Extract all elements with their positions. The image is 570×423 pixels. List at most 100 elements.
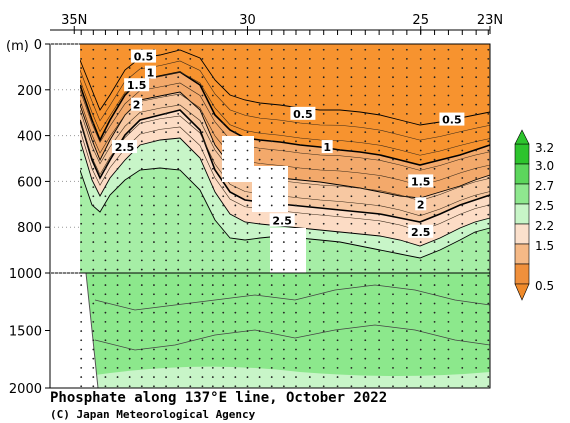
sample-point xyxy=(211,186,214,189)
sample-point xyxy=(201,222,204,225)
sample-point xyxy=(116,112,119,115)
sample-point xyxy=(433,48,436,51)
sample-point xyxy=(80,204,83,207)
sample-point xyxy=(487,177,490,179)
sample-point xyxy=(128,232,131,234)
sample-point xyxy=(461,204,464,207)
sample-point xyxy=(487,357,490,360)
sample-point xyxy=(211,149,214,152)
sample-point xyxy=(433,232,436,234)
sample-point xyxy=(128,112,131,115)
sample-point xyxy=(475,85,478,88)
sample-point xyxy=(92,339,95,342)
sample-point xyxy=(270,330,273,332)
sample-point xyxy=(258,167,261,170)
sample-point xyxy=(258,385,261,388)
sample-point xyxy=(282,48,285,51)
sample-point xyxy=(211,293,214,296)
sample-point xyxy=(153,204,155,207)
sample-point xyxy=(80,122,83,124)
sample-point xyxy=(246,330,249,332)
sample-point xyxy=(447,103,450,106)
sample-point xyxy=(487,67,490,69)
sample-point xyxy=(282,177,285,179)
sample-point xyxy=(211,348,214,351)
sample-point xyxy=(211,357,214,360)
sample-point xyxy=(165,241,167,243)
contour-label: 1 xyxy=(323,141,331,154)
contour-line xyxy=(79,167,491,259)
sample-point xyxy=(234,348,237,351)
sample-point xyxy=(201,311,204,314)
sample-point xyxy=(308,366,311,369)
sample-point xyxy=(295,76,297,79)
sample-point xyxy=(177,250,180,253)
sample-point xyxy=(392,57,394,60)
sample-point xyxy=(177,94,180,97)
sample-point xyxy=(270,259,273,262)
sample-point xyxy=(222,149,225,152)
sample-point xyxy=(92,348,95,351)
sample-point xyxy=(92,385,95,388)
sample-point xyxy=(116,158,119,161)
missing-data-patch xyxy=(270,228,306,273)
sample-point xyxy=(189,85,192,88)
sample-point xyxy=(246,259,249,262)
sample-point xyxy=(336,67,339,69)
sample-point xyxy=(246,357,249,360)
sample-point xyxy=(308,177,311,179)
sample-point xyxy=(234,268,237,271)
sample-point xyxy=(487,76,490,79)
sample-point xyxy=(475,167,478,170)
sample-point xyxy=(475,140,478,143)
sample-point xyxy=(364,131,367,134)
sample-point xyxy=(153,131,155,134)
sample-point xyxy=(211,67,214,69)
sample-point xyxy=(165,48,167,51)
sample-point xyxy=(189,112,192,115)
sample-point xyxy=(104,94,107,97)
sample-point xyxy=(295,268,297,271)
sample-point xyxy=(405,76,408,79)
sample-point xyxy=(487,320,490,323)
sample-point xyxy=(350,94,353,97)
sample-point xyxy=(419,131,422,134)
sample-point xyxy=(392,232,394,234)
sample-point xyxy=(350,274,353,277)
sample-point xyxy=(350,204,353,207)
sample-point xyxy=(295,320,297,323)
sample-point xyxy=(392,339,394,342)
sample-point xyxy=(153,293,155,296)
sample-point xyxy=(92,259,95,262)
sample-point xyxy=(475,213,478,216)
sample-point xyxy=(201,268,204,271)
sample-point xyxy=(234,177,237,179)
sample-point xyxy=(461,376,464,378)
sample-point xyxy=(419,149,422,152)
sample-point xyxy=(350,213,353,216)
sample-point xyxy=(211,320,214,323)
sample-point xyxy=(350,385,353,388)
sample-point xyxy=(270,67,273,69)
sample-point xyxy=(392,274,394,277)
sample-point xyxy=(104,149,107,152)
sample-point xyxy=(211,339,214,342)
sample-point xyxy=(211,385,214,388)
sample-point xyxy=(128,241,131,243)
sample-point xyxy=(140,186,143,189)
sample-point xyxy=(295,195,297,198)
contour-label-bg xyxy=(415,197,427,211)
sample-point xyxy=(378,177,381,179)
sample-point xyxy=(234,167,237,170)
sample-point xyxy=(153,274,155,277)
sample-point xyxy=(475,330,478,332)
sample-point xyxy=(447,232,450,234)
sample-point xyxy=(201,232,204,234)
sample-point xyxy=(364,149,367,152)
sample-point xyxy=(392,158,394,161)
sample-point xyxy=(92,274,95,277)
sample-point xyxy=(140,268,143,271)
sample-point xyxy=(165,232,167,234)
sample-point xyxy=(258,122,261,124)
